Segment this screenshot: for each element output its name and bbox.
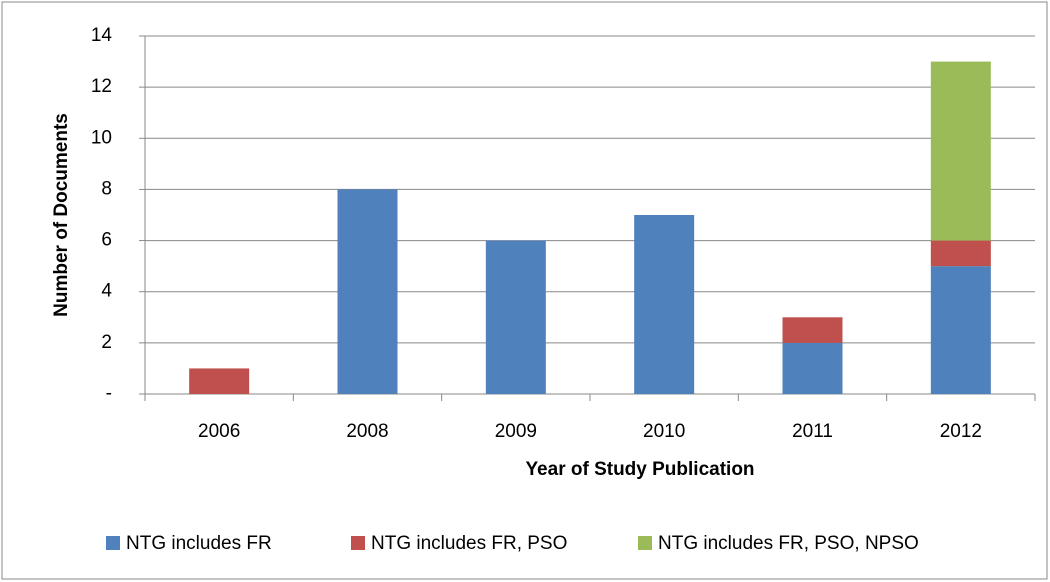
y-tick-label: 2 bbox=[101, 332, 112, 353]
legend-swatch bbox=[638, 536, 652, 550]
y-tick-label: 14 bbox=[91, 25, 113, 46]
y-tick-label: 12 bbox=[91, 76, 112, 97]
bar-segment bbox=[930, 266, 991, 394]
legend-swatch bbox=[106, 536, 120, 550]
x-tick-label: 2009 bbox=[495, 421, 537, 442]
y-tick-label: 8 bbox=[101, 178, 112, 199]
bar-segment bbox=[485, 240, 546, 394]
x-axis-title: Year of Study Publication bbox=[525, 459, 754, 480]
legend-label: NTG includes FR, PSO bbox=[371, 533, 567, 554]
y-tick-label: - bbox=[106, 383, 112, 404]
x-tick-label: 2008 bbox=[346, 421, 388, 442]
bar-segment bbox=[782, 317, 843, 343]
x-tick-label: 2012 bbox=[940, 421, 982, 442]
y-axis-title: Number of Documents bbox=[51, 113, 72, 317]
legend-label: NTG includes FR, PSO, NPSO bbox=[658, 533, 919, 554]
y-tick-label: 6 bbox=[101, 230, 112, 251]
bar-segment bbox=[782, 342, 843, 394]
x-tick-label: 2011 bbox=[792, 421, 833, 442]
y-tick-label: 4 bbox=[101, 281, 112, 302]
bar-segment bbox=[189, 368, 250, 394]
bar-segment bbox=[930, 240, 991, 267]
bar-segment bbox=[930, 61, 991, 241]
bar-segment bbox=[634, 215, 695, 394]
legend-swatch bbox=[351, 536, 365, 550]
y-tick-label: 10 bbox=[91, 127, 112, 148]
x-tick-label: 2006 bbox=[198, 421, 240, 442]
x-tick-label: 2010 bbox=[643, 421, 685, 442]
bar-segment bbox=[337, 189, 398, 394]
legend-label: NTG includes FR bbox=[126, 533, 272, 554]
